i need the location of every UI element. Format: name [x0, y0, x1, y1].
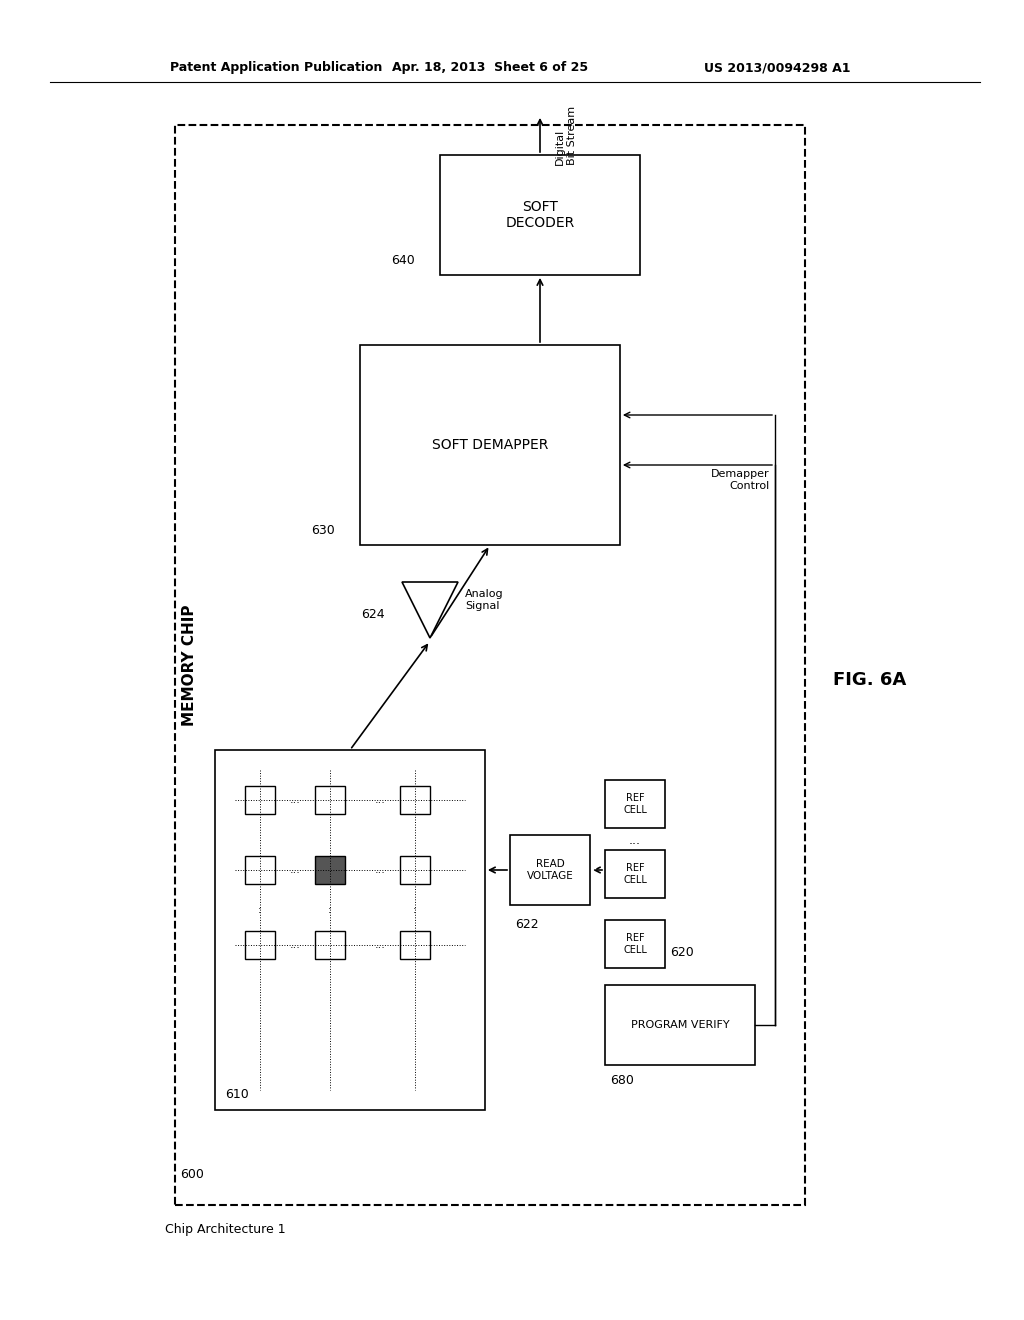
- Text: SOFT DEMAPPER: SOFT DEMAPPER: [432, 438, 548, 451]
- Bar: [605, 920, 665, 968]
- Text: 610: 610: [225, 1089, 249, 1101]
- Text: ...: ...: [290, 795, 300, 805]
- Bar: [245, 785, 275, 814]
- Bar: [315, 785, 345, 814]
- Text: 622: 622: [515, 919, 539, 932]
- Text: SOFT
DECODER: SOFT DECODER: [506, 199, 574, 230]
- Text: 680: 680: [610, 1073, 634, 1086]
- Bar: [400, 785, 430, 814]
- Text: :: :: [328, 906, 332, 915]
- Bar: [510, 836, 590, 906]
- Text: REF
CELL: REF CELL: [623, 793, 647, 814]
- Text: ...: ...: [375, 940, 385, 950]
- Text: MEMORY CHIP: MEMORY CHIP: [182, 605, 198, 726]
- Bar: [605, 850, 665, 898]
- Text: FIG. 6A: FIG. 6A: [834, 671, 906, 689]
- Text: 620: 620: [670, 946, 693, 960]
- Text: REF
CELL: REF CELL: [623, 933, 647, 954]
- Polygon shape: [402, 582, 458, 638]
- Text: ...: ...: [290, 940, 300, 950]
- Bar: [245, 931, 275, 960]
- Text: 640: 640: [391, 253, 415, 267]
- Text: Patent Application Publication: Patent Application Publication: [170, 62, 382, 74]
- Bar: [315, 855, 345, 884]
- Bar: [605, 780, 665, 828]
- Text: ...: ...: [375, 865, 385, 875]
- Text: ...: ...: [375, 795, 385, 805]
- Text: US 2013/0094298 A1: US 2013/0094298 A1: [703, 62, 850, 74]
- Text: Digital
Bit Stream: Digital Bit Stream: [555, 106, 577, 165]
- Bar: [315, 931, 345, 960]
- Bar: [245, 855, 275, 884]
- Bar: [400, 931, 430, 960]
- Text: Demapper
Control: Demapper Control: [712, 469, 770, 491]
- Bar: [440, 154, 640, 275]
- Bar: [400, 855, 430, 884]
- Text: ...: ...: [629, 833, 641, 846]
- Text: ...: ...: [290, 865, 300, 875]
- Text: :: :: [414, 906, 417, 915]
- Text: 600: 600: [180, 1168, 204, 1181]
- Text: Chip Architecture 1: Chip Architecture 1: [165, 1224, 286, 1237]
- Bar: [215, 750, 485, 1110]
- Bar: [605, 985, 755, 1065]
- Text: REF
CELL: REF CELL: [623, 863, 647, 884]
- Text: Analog
Signal: Analog Signal: [465, 589, 504, 611]
- Bar: [360, 345, 620, 545]
- Text: Apr. 18, 2013  Sheet 6 of 25: Apr. 18, 2013 Sheet 6 of 25: [392, 62, 588, 74]
- Text: :: :: [258, 906, 262, 915]
- Text: 630: 630: [311, 524, 335, 536]
- Text: READ
VOLTAGE: READ VOLTAGE: [526, 859, 573, 880]
- Text: 624: 624: [361, 609, 385, 622]
- Bar: [175, 125, 805, 1205]
- Text: PROGRAM VERIFY: PROGRAM VERIFY: [631, 1020, 729, 1030]
